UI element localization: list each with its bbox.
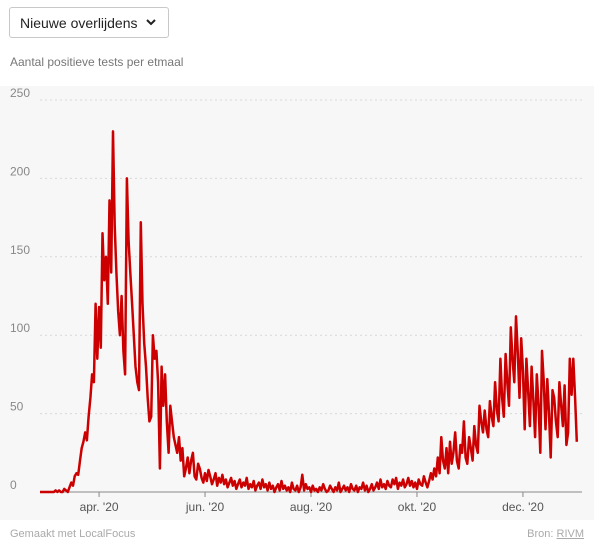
y-tick-label: 0: [10, 478, 17, 492]
x-tick-label: apr. '20: [80, 500, 119, 514]
y-tick-label: 250: [10, 86, 30, 100]
x-tick-label: jun. '20: [185, 500, 225, 514]
chart-selector-dropdown[interactable]: Nieuwe overlijdens: [9, 7, 169, 38]
made-with-credit: Gemaakt met LocalFocus: [10, 528, 136, 540]
x-tick-label: dec. '20: [502, 500, 544, 514]
chevron-down-icon: [146, 19, 156, 26]
source-credit: Bron: RIVM: [527, 528, 584, 540]
line-chart: 0 50 100 150 200 250 apr. '20 jun. '20 aug. '20 o…: [10, 86, 582, 514]
chart-subtitle: Aantal positieve tests per etmaal: [10, 55, 184, 69]
source-link[interactable]: RIVM: [556, 528, 585, 540]
dropdown-selected-label: Nieuwe overlijdens: [20, 14, 138, 31]
source-prefix: Bron:: [527, 528, 554, 540]
chart-background: [0, 86, 594, 520]
y-tick-label: 150: [10, 243, 30, 257]
series-line: [40, 130, 579, 494]
x-tick-label: okt. '20: [398, 500, 437, 514]
y-tick-label: 200: [10, 164, 30, 178]
x-tick-label: aug. '20: [290, 500, 333, 514]
y-tick-label: 100: [10, 321, 30, 335]
y-tick-label: 50: [10, 400, 24, 414]
